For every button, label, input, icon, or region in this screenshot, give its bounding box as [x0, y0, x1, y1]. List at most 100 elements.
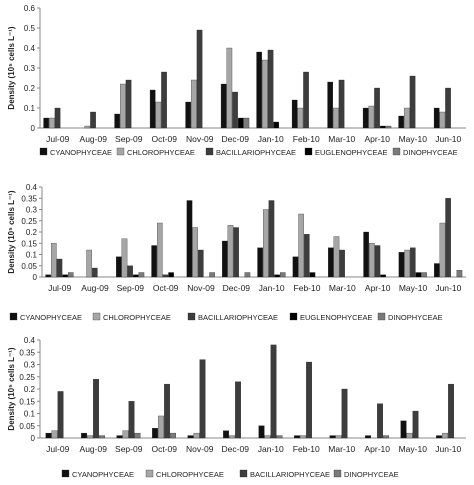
bar-cyanophyceae-may-10: [398, 115, 404, 129]
x-tick-label: Sep-09: [117, 283, 145, 293]
bar-dinophyceae-may-10: [421, 272, 427, 278]
bar-bacillariophyceae-apr-10: [374, 87, 380, 129]
bar-cyanophyceae-jan-10: [256, 51, 262, 129]
chart-panel-3: 0 0.05 0.1 0.15 0.2 0.25 0.3 0.35 0.4 Density (10…: [7, 336, 466, 479]
bar-cyanophyceae-oct-09: [152, 428, 158, 439]
bar-chlorophyceae-jun-10: [442, 432, 448, 439]
legend-swatch-dinophyceae: [392, 147, 401, 156]
bar-bacillariophyceae-mar-10: [338, 79, 345, 129]
bar-chlorophyceae-feb-10: [298, 213, 304, 278]
bar-euglenophyceae-may-10: [415, 272, 422, 278]
bar-euglenophyceae-apr-10: [379, 125, 386, 129]
x-tick-label: Aug-09: [80, 444, 108, 454]
bar-chlorophyceae-may-10: [406, 432, 413, 439]
bar-bacillariophyceae-feb-10: [306, 361, 312, 439]
bar-cyanophyceae-sep-09: [114, 113, 120, 129]
y-tick-label: 0.4: [24, 44, 36, 53]
bar-bacillariophyceae-nov-09: [199, 359, 206, 439]
bar-bacillariophyceae-may-10: [412, 410, 419, 439]
legend-swatch-chlorophyceae: [145, 469, 154, 478]
bar-bacillariophyceae-nov-09: [196, 29, 203, 129]
bar-dinophyceae-jun-10: [456, 270, 463, 278]
bar-dinophyceae-apr-10: [383, 435, 389, 439]
bar-cyanophyceae-oct-09: [149, 89, 156, 129]
legend-swatch-dinophyceae: [377, 312, 386, 321]
y-tick-label: 0.1: [26, 251, 38, 260]
x-tick-label: Dec-09: [223, 283, 251, 293]
bar-chlorophyceae-aug-09: [87, 435, 93, 439]
bar-bacillariophyceae-may-10: [409, 75, 416, 129]
bar-cyanophyceae-mar-10: [327, 81, 333, 129]
x-tick-label: May-10: [399, 444, 428, 454]
bar-cyanophyceae-dec-09: [220, 83, 227, 129]
y-tick-label: 0.15: [19, 397, 35, 406]
x-tick-label: Oct-09: [151, 134, 177, 144]
bar-chlorophyceae-nov-09: [193, 432, 200, 439]
bar-cyanophyceae-mar-10: [329, 435, 336, 439]
y-tick-label: 0.05: [19, 422, 35, 431]
y-tick-label: 0.3: [24, 64, 36, 73]
bar-bacillariophyceae-jan-10: [267, 49, 274, 129]
bar-chlorophyceae-aug-09: [84, 125, 91, 129]
legend-label: BACILLARIOPHYCEAE: [216, 148, 296, 157]
x-tick-label: Aug-09: [80, 134, 108, 144]
x-tick-label: Nov-09: [186, 134, 214, 144]
chart-panel-1: 0 0.1 0.2 0.3 0.4 0.5 0.6 Density (10⁵ cells L⁻…: [7, 4, 466, 157]
x-tick-label: Apr-10: [364, 134, 390, 144]
bar-bacillariophyceae-jun-10: [448, 383, 454, 439]
y-tick-label: 0.4: [24, 336, 36, 345]
bar-cyanophyceae-apr-10: [363, 231, 369, 278]
legend-label: CYANOPHYCEAE: [50, 148, 112, 157]
bar-bacillariophyceae-apr-10: [377, 403, 383, 439]
bar-bacillariophyceae-may-10: [410, 247, 416, 278]
y-tick-label: 0.1: [24, 104, 36, 113]
x-tick-label: Jan-10: [258, 134, 284, 144]
bar-chlorophyceae-jul-09: [51, 243, 57, 278]
legend-swatch-bacillariophyceae: [205, 147, 214, 156]
bar-cyanophyceae-jun-10: [433, 107, 440, 129]
legend-label: BACILLARIOPHYCEAE: [198, 313, 278, 322]
x-tick-label: Sep-09: [115, 134, 143, 144]
bar-cyanophyceae-jun-10: [434, 263, 440, 278]
bar-chlorophyceae-jan-10: [263, 209, 269, 278]
bar-cyanophyceae-may-10: [398, 252, 405, 278]
bar-cyanophyceae-nov-09: [185, 101, 191, 129]
bar-chlorophyceae-dec-09: [227, 225, 234, 278]
bar-bacillariophyceae-sep-09: [127, 265, 133, 278]
x-tick-label: Jan-10: [258, 444, 284, 454]
bar-euglenophyceae-sep-09: [133, 274, 139, 278]
x-tick-label: Apr-10: [365, 283, 391, 293]
bar-cyanophyceae-nov-09: [186, 200, 193, 278]
bar-cyanophyceae-jul-09: [43, 117, 49, 129]
bar-cyanophyceae-oct-09: [151, 245, 157, 278]
x-tick-label: Apr-10: [364, 444, 390, 454]
legend-label: CHLOROPHYCEAE: [156, 470, 224, 479]
legend-swatch-cyanophyceae: [61, 469, 70, 478]
x-tick-label: Oct-09: [151, 444, 177, 454]
y-tick-label: 0: [31, 434, 36, 443]
x-tick-label: Mar-10: [329, 283, 356, 293]
bar-euglenophyceae-dec-09: [237, 117, 244, 129]
bar-chlorophyceae-jun-10: [439, 111, 446, 129]
y-tick-label: 0: [33, 273, 38, 282]
bar-chlorophyceae-dec-09: [229, 435, 235, 439]
bar-cyanophyceae-jan-10: [258, 425, 265, 439]
bar-bacillariophyceae-oct-09: [161, 71, 167, 129]
bar-cyanophyceae-jul-09: [45, 274, 51, 278]
bar-chlorophyceae-apr-10: [369, 243, 375, 278]
legend-label: CYANOPHYCEAE: [20, 313, 82, 322]
bar-bacillariophyceae-jan-10: [268, 200, 275, 278]
bar-bacillariophyceae-aug-09: [90, 111, 96, 129]
legend-swatch-bacillariophyceae: [187, 312, 196, 321]
bar-euglenophyceae-jan-10: [273, 121, 280, 129]
bar-bacillariophyceae-apr-10: [374, 245, 381, 278]
bar-cyanophyceae-apr-10: [365, 435, 371, 439]
y-tick-label: 0.2: [24, 84, 36, 93]
x-tick-label: Mar-10: [328, 444, 355, 454]
y-tick-label: 0.4: [26, 183, 38, 192]
x-tick-label: Feb-10: [293, 444, 320, 454]
bar-bacillariophyceae-jun-10: [445, 198, 451, 278]
bar-bacillariophyceae-nov-09: [198, 249, 204, 278]
x-tick-label: Jul-09: [46, 134, 69, 144]
